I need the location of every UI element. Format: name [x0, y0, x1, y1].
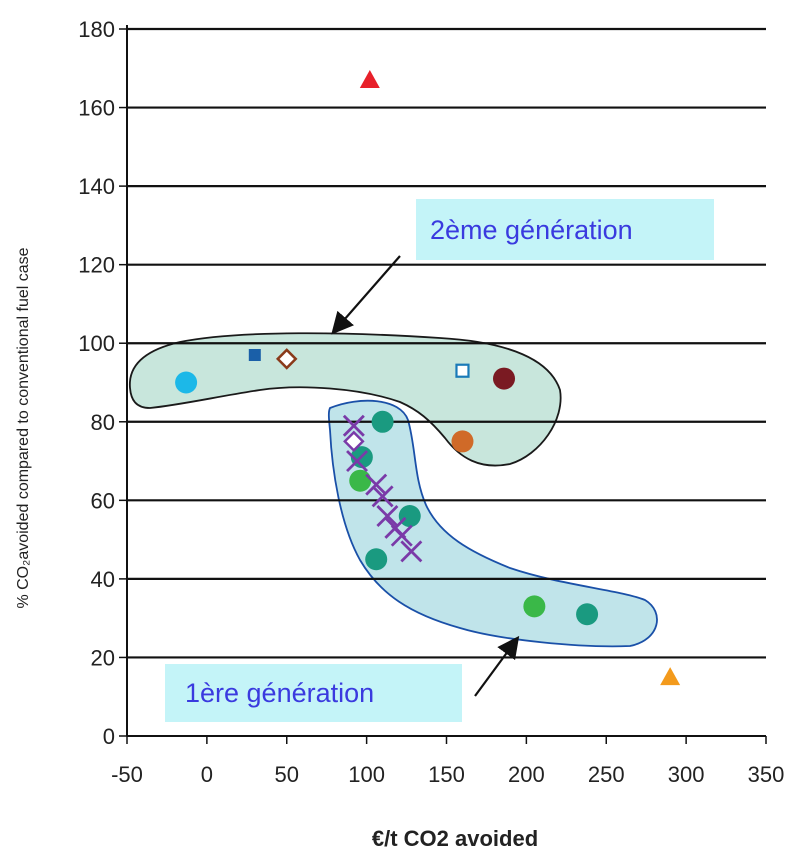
annotation-1ere-generation: 1ère génération [165, 664, 462, 722]
y-tick-label: 40 [91, 567, 115, 592]
x-tick-label: 300 [668, 762, 705, 787]
data-point-x [365, 473, 388, 496]
arrow-2eme-generation [331, 255, 401, 335]
x-axis-title: €/t CO2 avoided [372, 826, 538, 851]
data-point-x [376, 505, 399, 528]
data-point-circle [371, 410, 394, 433]
y-tick-label: 140 [78, 174, 115, 199]
y-tick-label: 0 [103, 724, 115, 749]
data-point-x [400, 540, 423, 563]
x-stroke [365, 473, 388, 496]
data-point-triangle [660, 667, 681, 686]
annotation-2eme-generation: 2ème génération [416, 199, 714, 260]
axes [119, 25, 767, 744]
data-point-x [390, 524, 413, 547]
y-axis-title: % CO₂avoided compared to conventional fu… [15, 247, 32, 608]
data-point-square [248, 349, 261, 362]
data-point-circle [576, 603, 599, 626]
data-point-circle [398, 505, 421, 528]
data-point-x [371, 485, 394, 508]
x-tick-label: 200 [508, 762, 545, 787]
data-point-circle [451, 430, 474, 453]
data-point-square-open [455, 363, 470, 378]
x-tick-labels: -50 0 50 100 150 200 250 300 350 [111, 762, 784, 787]
x-stroke [376, 505, 399, 528]
x-stroke [371, 485, 394, 508]
data-point-diamond-open [343, 430, 365, 453]
y-tick-label: 100 [78, 331, 115, 356]
data-points [175, 70, 681, 686]
data-point-circle [523, 595, 546, 618]
annotation-box [165, 664, 462, 722]
x-tick-label: 100 [348, 762, 385, 787]
y-tick-label: 60 [91, 488, 115, 513]
region-2eme-generation [129, 332, 562, 467]
y-tick-label: 120 [78, 253, 115, 278]
x-stroke [342, 414, 365, 437]
region-1ere-generation [327, 399, 658, 648]
annotation-label: 1ère génération [185, 678, 374, 708]
data-point-x [346, 450, 369, 473]
y-tick-labels: 0 20 40 60 80 100 120 140 160 180 [78, 17, 115, 749]
x-tick-label: 150 [428, 762, 465, 787]
data-point-triangle [359, 70, 380, 89]
data-point-diamond-open [275, 348, 298, 370]
arrow-1ere-generation [474, 635, 520, 697]
gridlines [127, 27, 766, 659]
data-point-circle [493, 367, 516, 390]
x-tick-label: 350 [748, 762, 785, 787]
data-point-circle [365, 548, 388, 571]
y-tick-label: 180 [78, 17, 115, 42]
x-tick-label: 50 [275, 762, 299, 787]
y-tick-label: 80 [91, 410, 115, 435]
x-stroke [346, 450, 369, 473]
data-point-circle [175, 371, 198, 394]
x-tick-label: 0 [201, 762, 213, 787]
x-stroke [390, 524, 413, 547]
annotation-box [416, 199, 714, 260]
x-stroke [400, 540, 423, 563]
x-tick-label: 250 [588, 762, 625, 787]
annotation-label: 2ème génération [430, 215, 633, 245]
y-tick-label: 20 [91, 645, 115, 670]
data-point-x [342, 414, 365, 437]
x-tick-label: -50 [111, 762, 143, 787]
y-tick-label: 160 [78, 96, 115, 121]
data-point-circle [349, 469, 372, 492]
